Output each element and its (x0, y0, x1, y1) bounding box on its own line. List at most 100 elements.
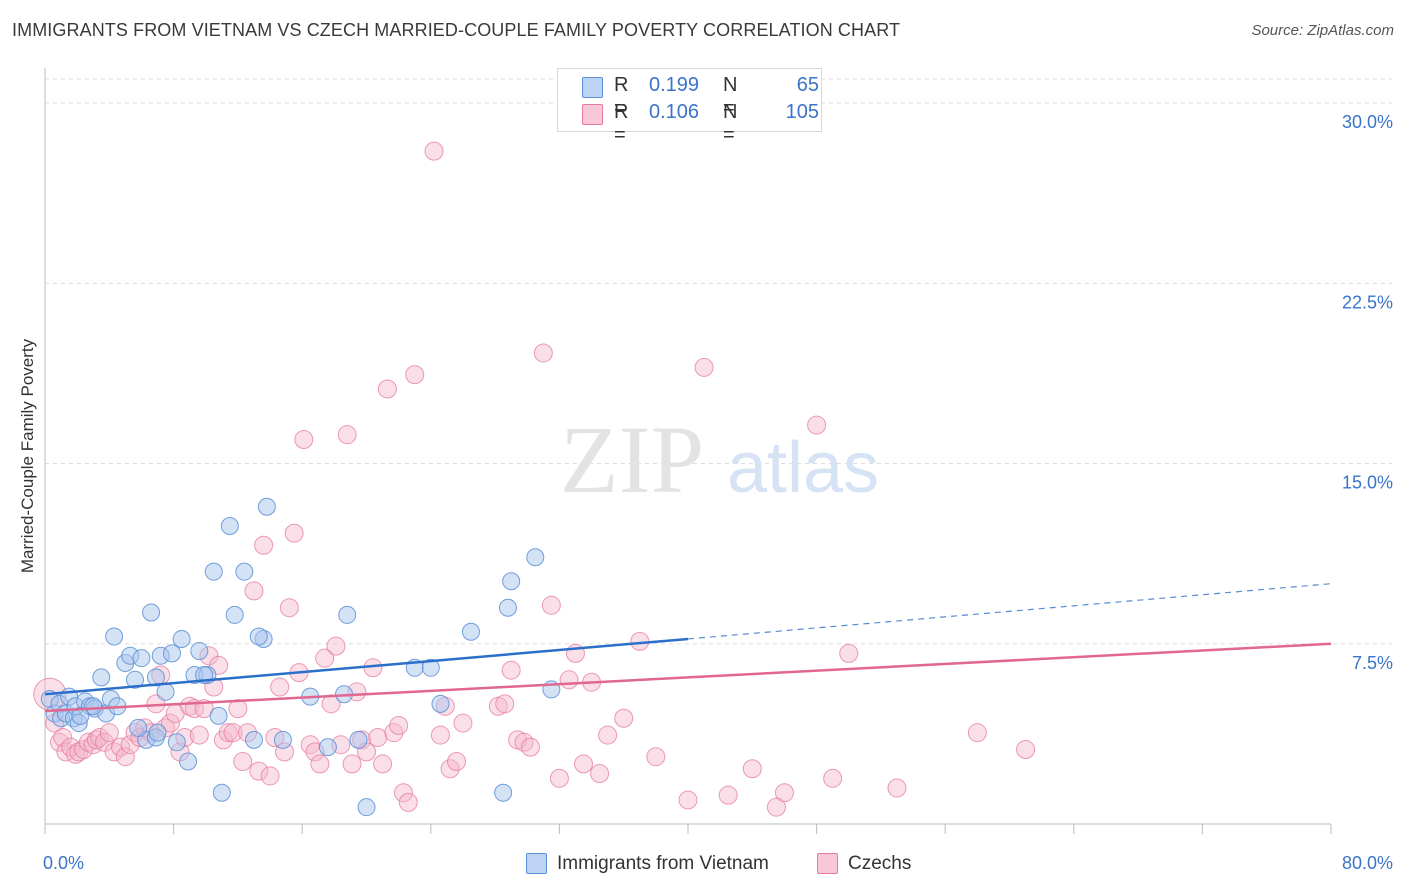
czechs-point (115, 747, 135, 767)
legend-n-label: N = (723, 74, 738, 119)
czechs-point (223, 723, 243, 743)
y-tick-label: 7.5% (1352, 653, 1393, 673)
czechs-point (839, 643, 859, 663)
vietnam-point (421, 658, 440, 677)
legend-swatch-blue (582, 77, 603, 98)
czechs-point (78, 732, 98, 752)
vietnam-point (156, 682, 175, 701)
czechs-point (405, 365, 425, 385)
czechs-point (270, 677, 290, 697)
czechs-point (694, 357, 714, 377)
czechs-point (377, 379, 397, 399)
vietnam-point (162, 644, 181, 663)
vietnam-point (235, 562, 254, 581)
czechs-point (887, 778, 907, 798)
legend-n-value: 65 (796, 74, 819, 96)
czechs-point (646, 747, 666, 767)
vietnam-point (148, 723, 167, 742)
czechs-point (614, 708, 634, 728)
czechs-point (393, 783, 413, 803)
czechs-point (389, 715, 409, 735)
czechs-point (373, 754, 393, 774)
vietnam-point (338, 605, 357, 624)
czechs-point (823, 768, 843, 788)
czechs-point (189, 725, 209, 745)
vietnam-point (526, 548, 545, 567)
source-credit: Source: ZipAtlas.com (1251, 22, 1394, 39)
vietnam-point (167, 733, 186, 752)
czechs-trend-line (44, 642, 1332, 713)
czechs-point (180, 696, 200, 716)
czechs-point (294, 429, 314, 449)
czechs-point (774, 783, 794, 803)
vietnam-point (212, 783, 231, 802)
vietnam-point (172, 629, 191, 648)
czechs-point (718, 785, 738, 805)
czechs-point (447, 752, 467, 772)
czechs-point (766, 797, 786, 817)
czechs-point (254, 535, 274, 555)
tick-labels: 7.5% 15.0% 22.5% 30.0% 0.0% 80.0% (43, 112, 1393, 873)
y-tick-label: 15.0% (1342, 473, 1393, 493)
czechs-point (495, 694, 515, 714)
chart-title: IMMIGRANTS FROM VIETNAM VS CZECH MARRIED… (12, 20, 901, 40)
czechs-point (501, 660, 521, 680)
czechs-point (574, 754, 594, 774)
vietnam-point (431, 694, 450, 713)
bottom-legend-swatch-pink (817, 853, 838, 874)
czechs-point (244, 581, 264, 601)
vietnam-point (494, 783, 513, 802)
czechs-point (559, 670, 579, 690)
y-tick-label: 30.0% (1342, 112, 1393, 132)
czechs-point (430, 725, 450, 745)
czechs-point (218, 723, 238, 743)
czechs-point (533, 343, 553, 363)
vietnam-point (142, 603, 161, 622)
czechs-point (514, 732, 534, 752)
vietnam-point (209, 706, 228, 725)
x-tick-label-min: 0.0% (43, 853, 84, 873)
grid-lines (45, 78, 1392, 645)
vietnam-point (126, 670, 145, 689)
czechs-point (398, 792, 418, 812)
czechs-point (1016, 740, 1036, 759)
vietnam-point (498, 598, 517, 617)
legend-r-label: R = (614, 101, 629, 146)
czechs-point (590, 764, 610, 784)
czechs-point (549, 768, 569, 788)
vietnam-point (179, 752, 198, 771)
vietnam-point (204, 562, 223, 581)
bottom-legend-swatch-blue (526, 853, 547, 874)
legend-n-value: 105 (785, 101, 819, 123)
czechs-point (233, 752, 253, 772)
czechs-point (342, 754, 362, 774)
czechs-points (33, 141, 1036, 817)
legend-n-label: N = (723, 101, 738, 146)
czechs-point (678, 790, 698, 810)
vietnam-point (129, 718, 148, 737)
legend-swatch-pink (582, 104, 603, 125)
czechs-point (742, 759, 762, 779)
czechs-point (440, 759, 460, 779)
vietnam-point (461, 622, 480, 641)
czechs-point (249, 761, 269, 781)
y-axis-label: Married-Couple Family Poverty (18, 338, 37, 574)
watermark: ZIP atlas (560, 406, 879, 513)
czechs-point (326, 636, 346, 656)
czechs-point (424, 141, 444, 161)
vietnam-point (220, 517, 239, 535)
vietnam-point (84, 697, 103, 716)
vietnam-point (225, 605, 244, 624)
vietnam-point (132, 649, 151, 668)
vietnam-point (502, 572, 521, 591)
czechs-point (337, 425, 357, 445)
czechs-point (967, 723, 987, 743)
watermark-atlas: atlas (727, 428, 879, 508)
vietnam-point (105, 627, 124, 646)
vietnam-point (249, 627, 268, 646)
watermark-zip: ZIP (560, 406, 704, 513)
czechs-point (104, 742, 124, 762)
vietnam-trend-extension (687, 583, 1332, 640)
czechs-point (453, 713, 473, 733)
vietnam-point (92, 668, 111, 687)
